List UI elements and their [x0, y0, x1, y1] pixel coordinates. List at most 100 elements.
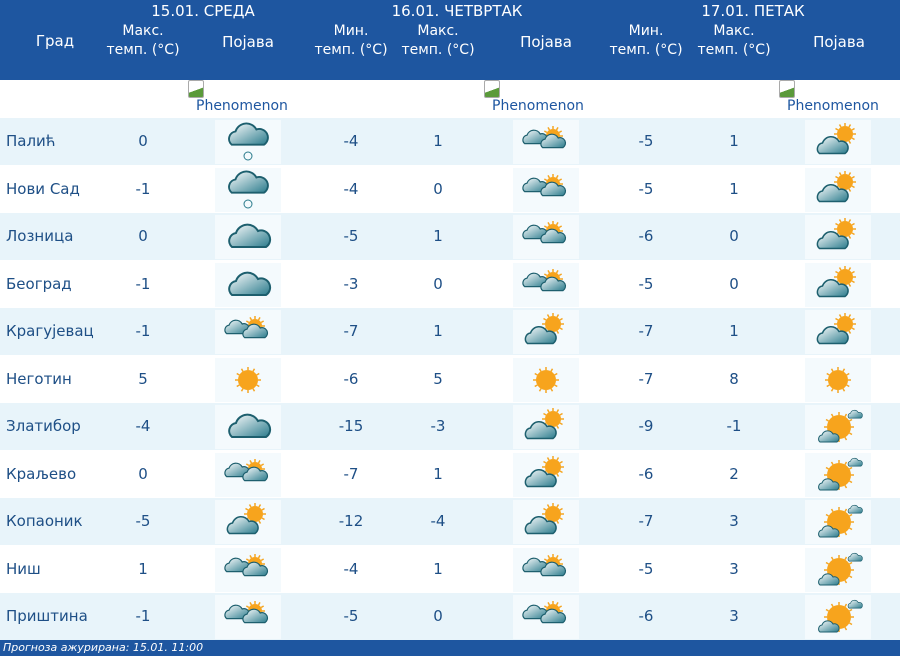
day-1-title: 15.01. СРЕДА [151, 2, 255, 20]
broken-image: Phenomenon [779, 80, 899, 114]
d3-min-temp: -7 [638, 512, 654, 530]
table-row: Приштина -1 -5 0 -6 3 [0, 593, 900, 640]
city-name: Копаоник [6, 512, 83, 530]
d2-max-temp: -3 [430, 417, 446, 435]
d2-max-temp: 5 [433, 369, 443, 388]
broken-image-icon [188, 80, 204, 98]
d3-max-temp: 3 [729, 607, 739, 625]
city-name: Приштина [6, 607, 88, 625]
d3-max-temp: 1 [729, 322, 739, 340]
col-d2-min: Мин. темп. (°C) [314, 23, 388, 58]
d3-max-temp: 8 [729, 369, 739, 388]
d2-min-temp: -4 [343, 559, 359, 578]
table-row: Крагујевац -1 -7 1 -7 1 [0, 308, 900, 355]
table-row: Копаоник -5 -12 -4 -7 3 [0, 498, 900, 545]
d2-max-temp: 0 [433, 274, 443, 293]
sun-cloud-icon [805, 120, 871, 164]
clouds-sun-icon [513, 167, 579, 212]
d3-max-temp: 0 [729, 274, 739, 293]
clouds-sun-icon [215, 595, 281, 639]
sun-big-cloud-icon [805, 500, 871, 544]
d3-max-temp: 2 [729, 464, 739, 483]
phenomenon-row: Phenomenon Phenomenon Phenomenon [0, 80, 900, 118]
d1-max-temp: -1 [135, 179, 151, 198]
broken-image-icon [484, 80, 500, 98]
d2-max-temp: 0 [433, 607, 443, 625]
d3-max-temp: -1 [726, 417, 742, 435]
d2-max-temp: 1 [433, 322, 443, 340]
clouds-sun-icon [513, 262, 579, 307]
sun-cloud-icon [805, 310, 871, 354]
clouds-sun-icon [513, 547, 579, 592]
d2-min-temp: -6 [343, 369, 359, 388]
image-alt-text: Phenomenon [196, 98, 288, 114]
city-name: Београд [6, 274, 72, 293]
table-row: Краљево 0 -7 1 -6 2 [0, 451, 900, 498]
d1-max-temp: 1 [138, 559, 148, 578]
col-d2-max: Макс. темп. (°C) [401, 23, 475, 58]
d3-max-temp: 1 [729, 179, 739, 198]
d1-max-temp: -1 [135, 322, 151, 340]
d3-min-temp: -5 [638, 132, 654, 150]
d2-max-temp: 1 [433, 559, 443, 578]
cloud-icon [215, 215, 281, 259]
d3-min-temp: -7 [638, 322, 654, 340]
d3-min-temp: -6 [638, 227, 654, 245]
d1-max-temp: -4 [135, 417, 151, 435]
d2-min-temp: -5 [343, 227, 359, 245]
sun-cloud-icon [513, 452, 579, 497]
clouds-sun-icon [215, 452, 281, 497]
col-d1-phen: Појава [222, 33, 274, 51]
d3-min-temp: -5 [638, 274, 654, 293]
d3-max-temp: 0 [729, 227, 739, 245]
d1-max-temp: -1 [135, 274, 151, 293]
day-3-title: 17.01. ПЕТАК [701, 2, 805, 20]
d3-min-temp: -9 [638, 417, 654, 435]
sun-cloud-icon [805, 167, 871, 212]
clouds-sun-icon [513, 595, 579, 639]
city-name: Нови Сад [6, 179, 80, 198]
d2-min-temp: -4 [343, 132, 359, 150]
clouds-sun-icon [513, 120, 579, 164]
d1-max-temp: 0 [138, 132, 148, 150]
d2-min-temp: -7 [343, 322, 359, 340]
d2-min-temp: -4 [343, 179, 359, 198]
d2-min-temp: -7 [343, 464, 359, 483]
update-footer: Прогноза ажурирана: 15.01. 11:00 [0, 640, 900, 656]
cloud-icon [215, 405, 281, 449]
col-d1-max: Макс. темп. (°C) [106, 23, 180, 58]
sun-big-cloud-icon [805, 452, 871, 497]
sun-icon [805, 357, 871, 402]
cloud-snow-icon [215, 167, 281, 212]
broken-image-icon [779, 80, 795, 98]
d3-max-temp: 3 [729, 559, 739, 578]
sun-big-cloud-icon [805, 405, 871, 449]
sun-cloud-icon [513, 500, 579, 544]
d3-max-temp: 3 [729, 512, 739, 530]
d1-max-temp: 0 [138, 464, 148, 483]
col-d3-phen: Појава [813, 33, 865, 51]
d3-min-temp: -7 [638, 369, 654, 388]
city-name: Златибор [6, 417, 81, 435]
table-row: Палић 0 -4 1 -5 1 [0, 118, 900, 165]
sun-big-cloud-icon [805, 547, 871, 592]
sun-cloud-icon [805, 262, 871, 307]
sun-cloud-icon [513, 405, 579, 449]
cloud-snow-icon [215, 120, 281, 164]
city-name: Краљево [6, 464, 77, 483]
image-alt-text: Phenomenon [492, 98, 584, 114]
clouds-sun-icon [215, 310, 281, 354]
table-row: Београд -1 -3 0 -5 0 [0, 261, 900, 308]
broken-image: Phenomenon [188, 80, 308, 114]
sun-icon [513, 357, 579, 402]
table-header: Град 15.01. СРЕДА 16.01. ЧЕТВРТАК 17.01.… [0, 0, 900, 80]
d3-min-temp: -6 [638, 607, 654, 625]
d2-max-temp: 1 [433, 227, 443, 245]
clouds-sun-icon [513, 215, 579, 259]
col-d3-min: Мин. темп. (°C) [609, 23, 683, 58]
d2-min-temp: -15 [338, 417, 364, 435]
table-row: Неготин 5 -6 5 -7 8 [0, 356, 900, 403]
col-city: Град [35, 32, 75, 50]
sun-big-cloud-icon [805, 595, 871, 639]
broken-image: Phenomenon [484, 80, 604, 114]
